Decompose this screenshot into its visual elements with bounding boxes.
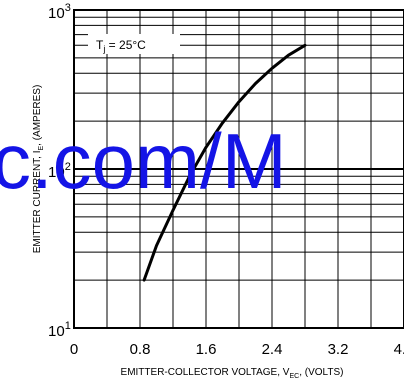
annotation-label: Tj = 25°C [96,38,146,54]
x-tick-labels: 0 0.8 1.6 2.4 3.2 4.0 [70,341,404,358]
y-axis-label: EMITTER CURRENT, IE, (AMPERES) [32,85,45,254]
watermark-text: c.com/M [0,117,287,205]
x-tick-label: 2.4 [262,341,283,358]
y-tick-label: 102 [48,161,71,181]
x-tick-label: 0.8 [130,341,151,358]
annotation-background [88,34,180,54]
y-tick-label: 103 [48,2,71,22]
series-layer [142,43,307,282]
x-axis-label: EMITTER-COLLECTOR VOLTAGE, VEC, (VOLTS) [121,367,344,380]
series-line [142,43,307,282]
x-tick-label: 4.0 [394,341,404,358]
y-tick-labels: 101 102 103 [48,2,71,340]
x-tick-label: 0 [70,341,78,358]
plot-frame [73,9,404,329]
annotation-box: Tj = 25°C [88,34,180,54]
grid [74,10,404,328]
y-tick-label: 101 [48,320,71,340]
x-tick-label: 1.6 [196,341,217,358]
x-tick-label: 3.2 [328,341,349,358]
